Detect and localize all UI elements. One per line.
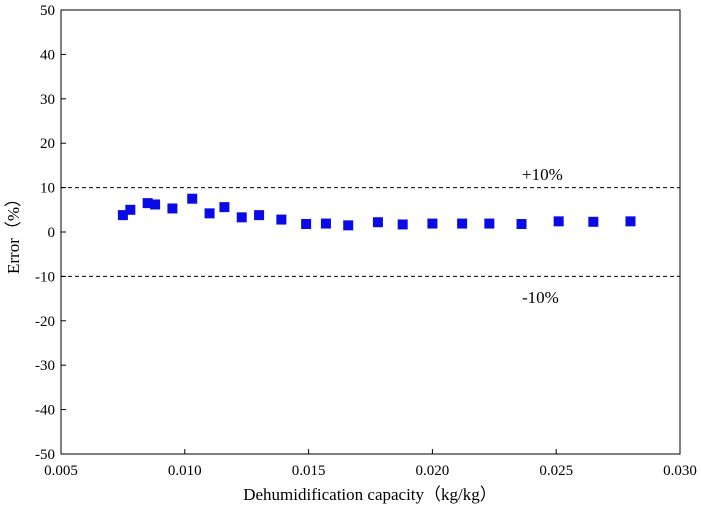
data-point bbox=[236, 212, 247, 223]
x-axis-ticks: 0.005 0.010 0.015 0.020 0.025 0.030 bbox=[44, 449, 697, 479]
plot-area bbox=[60, 9, 681, 455]
x-tick-label: 0.030 bbox=[663, 463, 697, 479]
data-point bbox=[301, 219, 312, 230]
y-axis-title: Error（%） bbox=[4, 190, 23, 274]
x-tick-label: 0.015 bbox=[292, 463, 326, 479]
x-tick-label: 0.025 bbox=[539, 463, 573, 479]
y-tick-label: 50 bbox=[40, 3, 55, 19]
data-point bbox=[625, 216, 636, 227]
data-point bbox=[484, 218, 495, 229]
data-point bbox=[516, 219, 527, 230]
y-tick-label: -40 bbox=[35, 403, 55, 419]
data-point bbox=[320, 218, 331, 229]
data-point bbox=[343, 220, 354, 231]
x-tick-label: 0.005 bbox=[44, 463, 78, 479]
y-axis-ticks: 50 40 30 20 10 0 -10 -20 -30 -40 -50 bbox=[35, 3, 66, 463]
x-tick-label: 0.020 bbox=[416, 463, 450, 479]
data-point bbox=[553, 216, 564, 227]
data-points bbox=[117, 193, 636, 231]
x-tick-label: 0.010 bbox=[168, 463, 202, 479]
data-point bbox=[457, 218, 468, 229]
data-point bbox=[150, 199, 161, 210]
upper-limit-label: +10% bbox=[522, 165, 563, 184]
plot-frame bbox=[60, 9, 681, 455]
y-tick-label: -20 bbox=[35, 314, 55, 330]
x-axis-title: Dehumidification capacity（kg/kg） bbox=[243, 485, 497, 504]
data-point bbox=[372, 217, 383, 228]
data-point bbox=[167, 203, 178, 214]
data-point bbox=[219, 202, 230, 213]
y-tick-label: 40 bbox=[40, 47, 55, 63]
y-tick-label: 30 bbox=[40, 92, 55, 108]
data-point bbox=[588, 216, 599, 227]
data-point bbox=[397, 219, 408, 230]
y-tick-label: -10 bbox=[35, 269, 55, 285]
data-point bbox=[254, 210, 265, 221]
data-point bbox=[427, 218, 438, 229]
y-tick-label: -50 bbox=[35, 447, 55, 463]
y-tick-label: -30 bbox=[35, 358, 55, 374]
y-tick-label: 10 bbox=[40, 181, 55, 197]
lower-limit-label: -10% bbox=[522, 288, 559, 307]
data-point bbox=[276, 214, 287, 225]
data-point bbox=[125, 204, 136, 215]
data-point bbox=[142, 198, 153, 209]
data-point bbox=[204, 208, 215, 219]
data-point bbox=[117, 210, 128, 221]
y-tick-label: 0 bbox=[48, 225, 56, 241]
y-tick-label: 20 bbox=[40, 136, 55, 152]
data-point bbox=[187, 193, 198, 204]
